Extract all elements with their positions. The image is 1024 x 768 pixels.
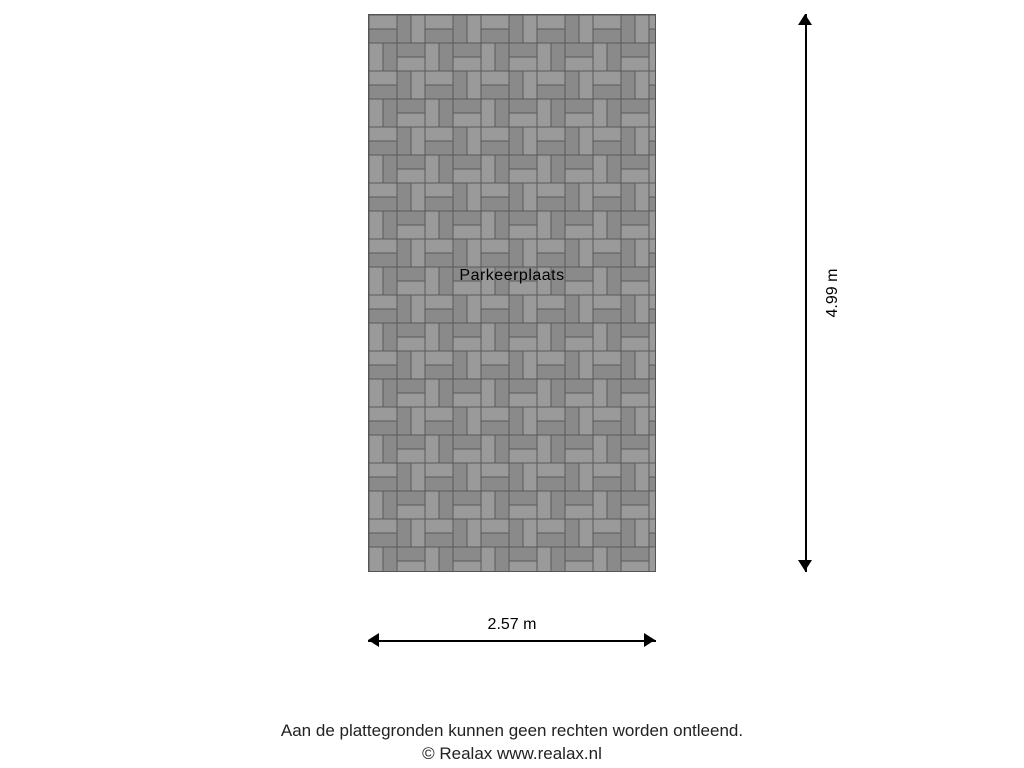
footer-line2: © Realax www.realax.nl: [422, 744, 602, 763]
dimension-arrow-right: [644, 633, 655, 647]
plot-label: Parkeerplaats: [459, 267, 564, 285]
footer-line1: Aan de plattegronden kunnen geen rechten…: [281, 721, 743, 740]
parking-plot: [368, 14, 656, 572]
dimension-label-height: 4.99 m: [824, 269, 842, 318]
dimension-line-vertical: [805, 14, 807, 572]
dimension-line-horizontal: [368, 640, 656, 642]
dimension-arrow-top: [798, 14, 812, 25]
footer: Aan de plattegronden kunnen geen rechten…: [0, 720, 1024, 766]
dimension-arrow-left: [368, 633, 379, 647]
dimension-arrow-bottom: [798, 560, 812, 571]
dimension-label-width: 2.57 m: [488, 616, 537, 634]
